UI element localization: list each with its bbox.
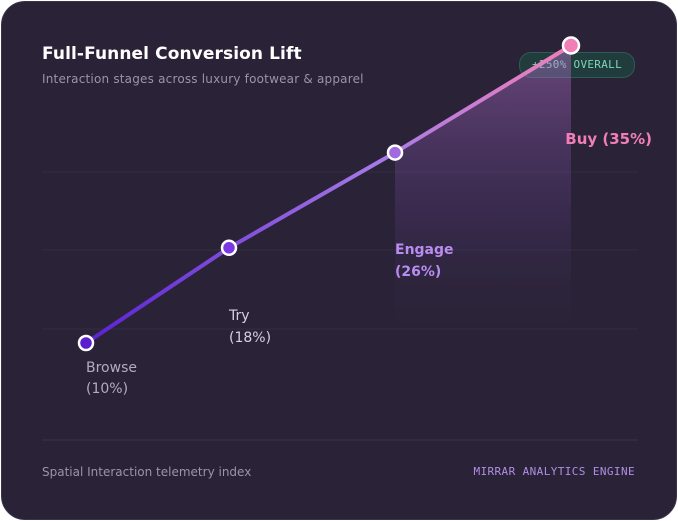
data-point-browse bbox=[77, 334, 95, 352]
chart-subtitle: Interaction stages across luxury footwea… bbox=[42, 72, 364, 86]
category-label-try: Try bbox=[228, 308, 250, 324]
chart-title: Full-Funnel Conversion Lift bbox=[42, 44, 302, 64]
value-label-try: (18%) bbox=[229, 330, 271, 346]
value-label-browse: (10%) bbox=[86, 381, 128, 397]
value-label-buy: Buy (35%) bbox=[565, 130, 652, 148]
footer-caption: Spatial Interaction telemetry index bbox=[42, 465, 252, 479]
engine-brand: MIRRAR ANALYTICS ENGINE bbox=[473, 465, 635, 478]
data-point-engage bbox=[386, 144, 404, 161]
value-label-engage: (26%) bbox=[395, 264, 441, 280]
category-label-browse: Browse bbox=[86, 360, 137, 376]
data-point-try bbox=[220, 239, 238, 257]
category-label-engage: Engage bbox=[395, 242, 454, 258]
area-fill bbox=[395, 45, 571, 352]
data-point-buy bbox=[561, 36, 581, 55]
series-line bbox=[84, 43, 573, 345]
